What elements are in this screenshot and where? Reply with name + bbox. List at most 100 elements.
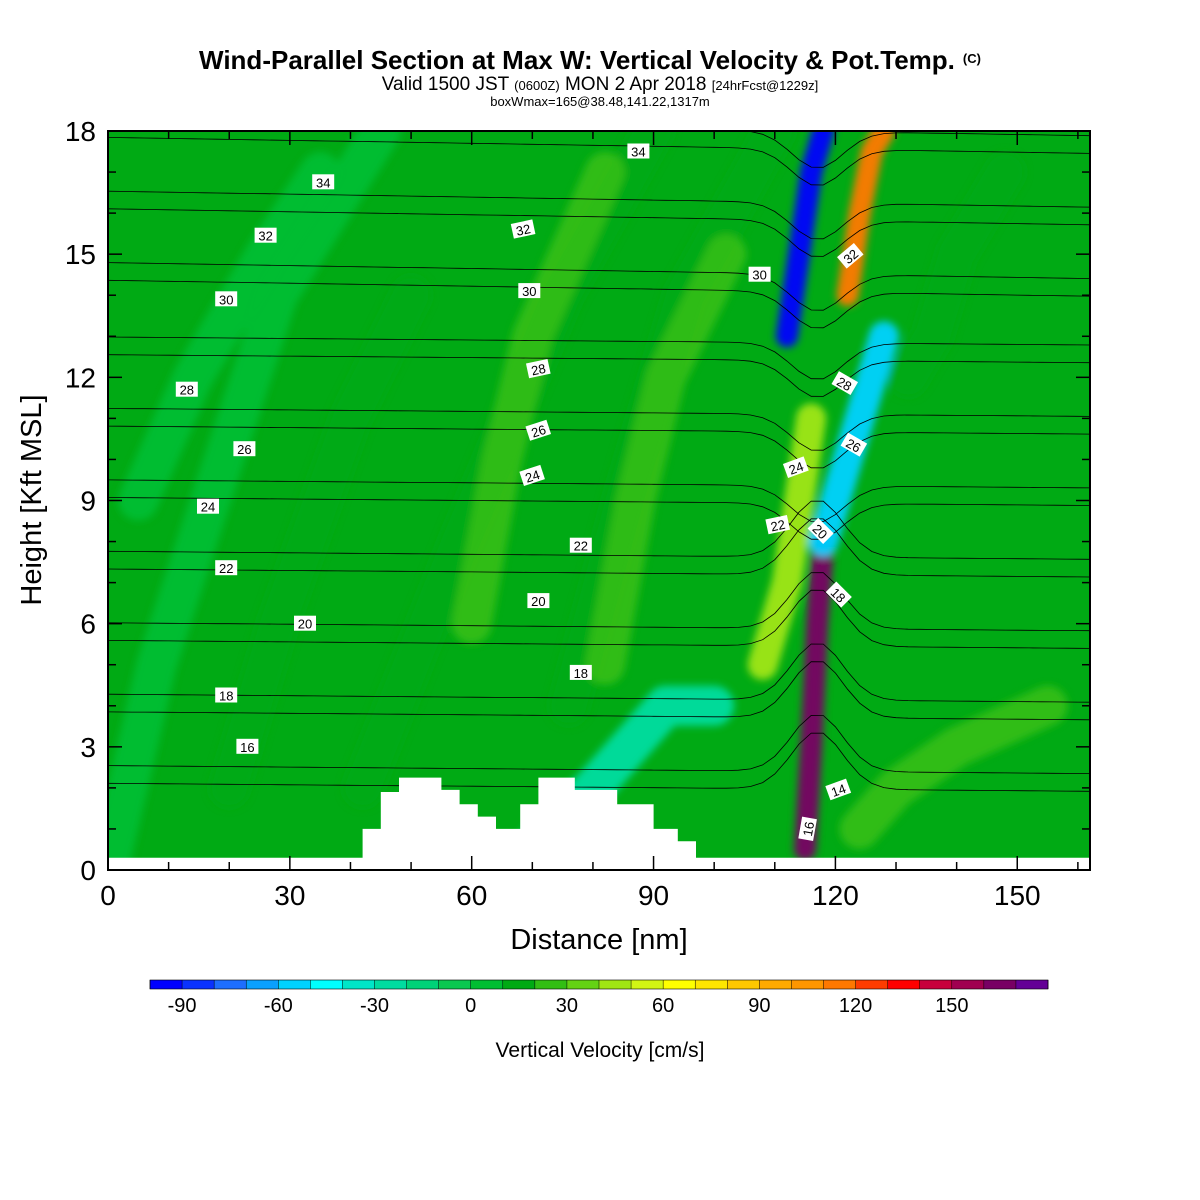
- theta-contour-line: [108, 572, 1090, 632]
- contour-label: 16: [236, 738, 259, 755]
- colorbar-swatch: [727, 980, 760, 989]
- contour-label-bg: [825, 778, 852, 801]
- x-tick-label: 150: [994, 880, 1041, 911]
- contour-label: 20: [807, 517, 834, 545]
- colorbar-swatch: [214, 980, 247, 989]
- contour-label: 26: [840, 432, 868, 457]
- colorbar-tick-label: -30: [360, 995, 389, 1017]
- colorbar-swatch: [278, 980, 311, 989]
- colorbar-swatch: [438, 980, 472, 989]
- colorbar-tick-label: -90: [168, 995, 197, 1017]
- contour-label: 18: [825, 581, 852, 608]
- colorbar-title: Vertical Velocity [cm/s]: [496, 1039, 705, 1062]
- contour-label-bg: [527, 593, 550, 609]
- terrain-mask: [108, 777, 1090, 870]
- velocity-cell: [839, 685, 1068, 849]
- contour-label-text: 22: [574, 539, 588, 554]
- colorbar-swatch: [406, 980, 439, 989]
- colorbar-swatch: [663, 980, 696, 989]
- theta-contour-line: [108, 643, 1090, 703]
- velocity-cell: [451, 152, 626, 644]
- x-tick-label: 120: [812, 880, 859, 911]
- colorbar-swatch: [566, 980, 600, 989]
- contour-label-bg: [627, 143, 650, 159]
- contour-label-bg: [569, 664, 592, 680]
- contour-label-bg: [748, 266, 771, 282]
- contour-label-text: 34: [316, 175, 330, 190]
- contour-label: 20: [294, 615, 316, 632]
- theta-contour-line: [108, 208, 1090, 257]
- theta-contour-line: [108, 279, 1090, 329]
- colorbar-swatch: [791, 980, 824, 989]
- contour-label-text: 18: [574, 666, 588, 681]
- contour-label: 16: [798, 816, 817, 841]
- velocity-cell: [108, 131, 401, 870]
- colorbar-tick-label: 30: [556, 995, 578, 1017]
- chart-subtitle: Valid 1500 JST (0600Z) MON 2 Apr 2018 [2…: [382, 74, 818, 95]
- velocity-cell: [888, 152, 1026, 398]
- contour-label: 30: [748, 266, 771, 283]
- theta-contours: [108, 131, 1090, 792]
- contour-labels: 34 32 30 28 26 24 22 20 18 16 34 32 30 28 26 24 22 20 18 30…: [175, 143, 868, 841]
- chart-title-block: Wind-Parallel Section at Max W: Vertical…: [199, 45, 981, 109]
- contour-label-text: 20: [298, 617, 312, 632]
- contour-label-bg: [825, 581, 852, 608]
- contour-label-text: 16: [240, 740, 254, 755]
- y-tick-label: 6: [80, 609, 96, 640]
- contour-label-text: 26: [237, 442, 251, 457]
- contour-label-text: 18: [219, 689, 233, 704]
- contour-label: 34: [627, 143, 650, 160]
- contour-label: 14: [825, 778, 852, 801]
- contour-label-bg: [197, 498, 219, 514]
- contour-label-bg: [840, 432, 868, 457]
- contour-label-text: 28: [180, 383, 194, 398]
- contour-label-text: 26: [529, 422, 547, 441]
- contour-label-bg: [254, 227, 277, 243]
- contour-label: 22: [765, 514, 791, 534]
- contour-label: 18: [215, 687, 238, 704]
- contour-label-bg: [215, 291, 238, 307]
- contour-label-bg: [569, 537, 592, 553]
- contour-label: 26: [525, 419, 552, 441]
- contour-label-bg: [518, 283, 541, 299]
- contour-label-bg: [236, 738, 259, 754]
- colorbar-swatch: [150, 980, 183, 989]
- chart-title: Wind-Parallel Section at Max W: Vertical…: [199, 45, 981, 75]
- velocity-cell: [794, 530, 835, 861]
- x-axis-title: Distance [nm]: [510, 924, 687, 956]
- y-tick-label: 3: [80, 732, 96, 763]
- contour-label-text: 34: [631, 145, 645, 160]
- contour-label-bg: [510, 219, 536, 239]
- contour-label-bg: [525, 419, 552, 441]
- contour-label-text: 24: [523, 467, 541, 486]
- colorbar-tick-label: 0: [465, 995, 476, 1017]
- colorbar-swatch: [470, 980, 504, 989]
- contour-label-text: 28: [834, 374, 854, 394]
- contour-label-text: 30: [522, 284, 536, 299]
- colorbar-swatch: [182, 980, 215, 989]
- y-tick-label: 0: [80, 855, 96, 886]
- contour-label: 30: [518, 283, 541, 299]
- colorbar-swatch: [534, 980, 568, 989]
- colorbar-swatch: [887, 980, 921, 989]
- contour-label: 24: [197, 498, 219, 515]
- chart-box-info: boxWmax=165@38.48,141.22,1317m: [490, 94, 710, 109]
- contour-label-text: 14: [829, 781, 848, 800]
- contour-label-text: 16: [800, 821, 817, 838]
- theta-contour-line: [108, 661, 1090, 721]
- velocity-cell: [118, 152, 341, 521]
- contour-label-text: 26: [843, 435, 863, 455]
- theta-contour-line: [108, 589, 1090, 649]
- y-tick-label: 15: [65, 239, 96, 270]
- contour-label: 24: [782, 456, 809, 479]
- contour-label-text: 32: [515, 221, 532, 239]
- theta-contour-line: [108, 732, 1090, 792]
- theta-contour-line: [108, 408, 1090, 451]
- colorbar-swatch: [310, 980, 343, 989]
- contour-label-bg: [215, 687, 238, 703]
- colorbar-swatch: [502, 980, 536, 989]
- velocity-cell: [747, 403, 827, 680]
- y-tick-label: 12: [65, 362, 96, 393]
- colorbar-swatch: [246, 980, 279, 989]
- contour-label: 22: [215, 560, 238, 576]
